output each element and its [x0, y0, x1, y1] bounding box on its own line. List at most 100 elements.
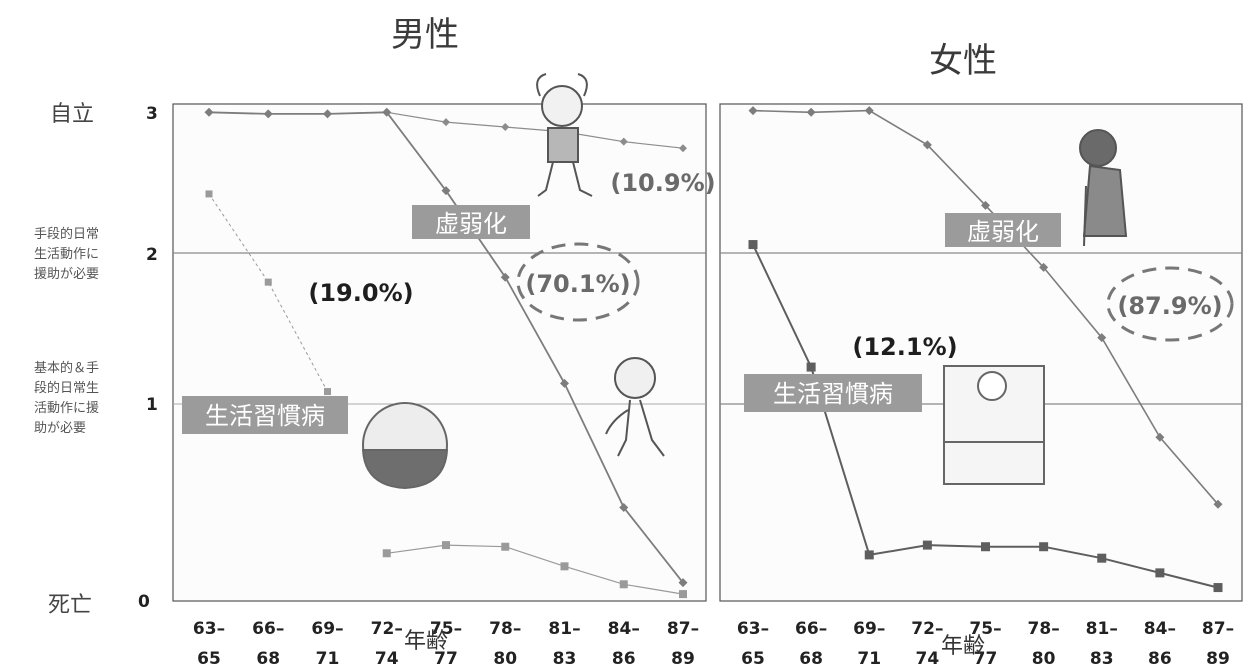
male-series-1-point-5 — [500, 272, 510, 282]
female-series-0-point-6 — [1097, 333, 1107, 343]
elderly-man-exercising-illustration — [536, 73, 593, 197]
male-xtick-bottom-1: 68 — [256, 649, 280, 665]
y-category-iadl-help: 手段的日常 生活動作に 援助が必要 — [34, 226, 99, 282]
male-ytick-2: 2 — [146, 245, 158, 265]
male-xtick-bottom-4: 77 — [434, 649, 458, 665]
female-xtick-bottom-7: 86 — [1148, 649, 1172, 665]
male-xtick-bottom-0: 65 — [197, 649, 221, 665]
male-xtick-top-3: 72– — [371, 619, 403, 639]
female-xtick-bottom-3: 74 — [916, 649, 940, 665]
female-series-1-point-5 — [1039, 542, 1049, 552]
male-x-axis-label: 年齢 — [404, 629, 448, 654]
male-lifestyle-label: 生活習慣病 — [205, 402, 325, 430]
male-series-3-point-8 — [679, 590, 687, 599]
female-plot-frame — [719, 103, 1243, 602]
female-xtick-top-3: 72– — [911, 619, 943, 639]
female-plot-area — [719, 103, 1243, 602]
male-series-1-point-2 — [323, 109, 332, 119]
female-xtick-bottom-5: 80 — [1032, 649, 1056, 665]
y-category-death: 死亡 — [48, 593, 92, 618]
female-xtick-top-4: 75– — [969, 619, 1001, 639]
male-lifestyle-pct: (19.0%) — [308, 279, 413, 307]
male-series-0-point-5 — [501, 122, 510, 131]
male-xtick-top-4: 75– — [430, 619, 462, 639]
male-xtick-bottom-6: 83 — [553, 649, 577, 665]
y-category-independent: 自立 — [50, 102, 94, 127]
male-series-3-point-6 — [560, 562, 569, 571]
female-series-1-point-1 — [806, 362, 816, 372]
y-category-badl-line-2: 段的日常生 — [34, 380, 99, 396]
male-xtick-top-1: 66– — [252, 619, 284, 639]
elderly-woman-with-cane-illustration — [1079, 129, 1128, 247]
male-series-3-point-7 — [619, 580, 628, 589]
male-series-2-point-2 — [324, 388, 331, 396]
female-chart-title: 女性 — [929, 41, 997, 81]
male-series-1-point-7 — [619, 503, 629, 513]
male-series-0-point-7 — [619, 137, 628, 146]
female-xtick-top-1: 66– — [795, 619, 827, 639]
male-series-1-point-3 — [382, 107, 392, 117]
y-category-badl-help: 基本的＆手 段的日常生 活動作に援 助が必要 — [34, 360, 99, 436]
male-series-1-point-0 — [204, 107, 214, 117]
male-series-2-point-1 — [264, 278, 272, 286]
male-ytick-3: 3 — [146, 104, 158, 124]
female-xtick-top-2: 69– — [853, 619, 885, 639]
female-xtick-top-5: 78– — [1028, 619, 1060, 639]
pill-capsule-illustration — [361, 402, 449, 490]
female-series-1-point-6 — [1097, 553, 1107, 563]
female-xtick-bottom-2: 71 — [857, 649, 881, 665]
female-series-0-point-7 — [1155, 432, 1165, 442]
male-series-3-line — [386, 544, 684, 595]
male-series-1-point-6 — [560, 378, 569, 388]
female-xtick-top-0: 63– — [737, 619, 769, 639]
female-frail-pct: (87.9%) — [1117, 292, 1222, 320]
y-category-badl-line-3: 活動作に援 — [34, 401, 99, 416]
female-xtick-bottom-4: 77 — [974, 649, 998, 665]
female-xtick-bottom-0: 65 — [741, 649, 765, 665]
elderly-man-with-back-pain-illustration — [605, 357, 665, 457]
female-lifestyle-box — [744, 374, 922, 412]
male-series-group — [204, 107, 688, 599]
male-plot-area — [172, 103, 707, 602]
male-xtick-top-0: 63– — [193, 619, 225, 639]
female-xtick-bottom-6: 83 — [1090, 649, 1114, 665]
male-xtick-bottom-8: 89 — [671, 649, 695, 665]
male-ytick-0: 0 — [138, 592, 150, 612]
male-series-0-point-8 — [679, 144, 687, 153]
male-series-1-point-8 — [678, 578, 688, 588]
male-xtick-bottom-3: 74 — [375, 649, 399, 665]
female-series-1-point-2 — [864, 550, 874, 560]
male-chart-title: 男性 — [391, 15, 459, 55]
male-series-0-point-4 — [442, 118, 450, 127]
male-xtick-top-6: 81– — [548, 619, 580, 639]
female-series-0-point-5 — [1039, 262, 1049, 272]
male-series-2-point-0 — [205, 190, 213, 198]
y-category-badl-line-4: 助が必要 — [34, 421, 86, 436]
female-series-1-point-4 — [981, 542, 990, 552]
female-series-0-point-8 — [1213, 499, 1223, 509]
y-category-badl-line-1: 基本的＆手 — [34, 360, 99, 376]
female-frail-box — [945, 213, 1061, 247]
male-frail-label: 虚弱化 — [435, 210, 507, 238]
female-xtick-top-7: 84– — [1144, 619, 1176, 639]
male-plot-frame — [172, 103, 707, 602]
male-frail-pct: (70.1%) — [525, 270, 630, 298]
female-series-1-point-0 — [748, 240, 758, 250]
female-xtick-bottom-8: 89 — [1206, 649, 1230, 665]
male-series-1-point-4 — [441, 186, 451, 196]
female-frail-ellipse — [1106, 266, 1234, 342]
female-xtick-top-6: 81– — [1086, 619, 1118, 639]
male-xtick-top-5: 78– — [489, 619, 521, 639]
female-lifestyle-pct: (12.1%) — [852, 333, 957, 361]
female-series-1-point-8 — [1213, 583, 1223, 593]
y-category-iadl-line-3: 援助が必要 — [34, 267, 99, 282]
male-series-3-point-3 — [382, 549, 391, 558]
male-frail-ellipse — [516, 242, 640, 322]
female-xtick-group: 63– 65 66– 68 69– 71 72– 74 75– 77 78– 80 81– 83 84– 86… — [737, 619, 1234, 665]
female-series-0-point-4 — [981, 200, 990, 210]
female-series-0-point-0 — [748, 106, 758, 116]
male-xtick-group: 63– 65 66– 68 69– 71 72– 74 75– 77 78– 80 81– 83 84– 86… — [193, 619, 699, 665]
male-xtick-bottom-7: 86 — [612, 649, 636, 665]
y-category-iadl-line-2: 生活動作に — [34, 247, 99, 262]
